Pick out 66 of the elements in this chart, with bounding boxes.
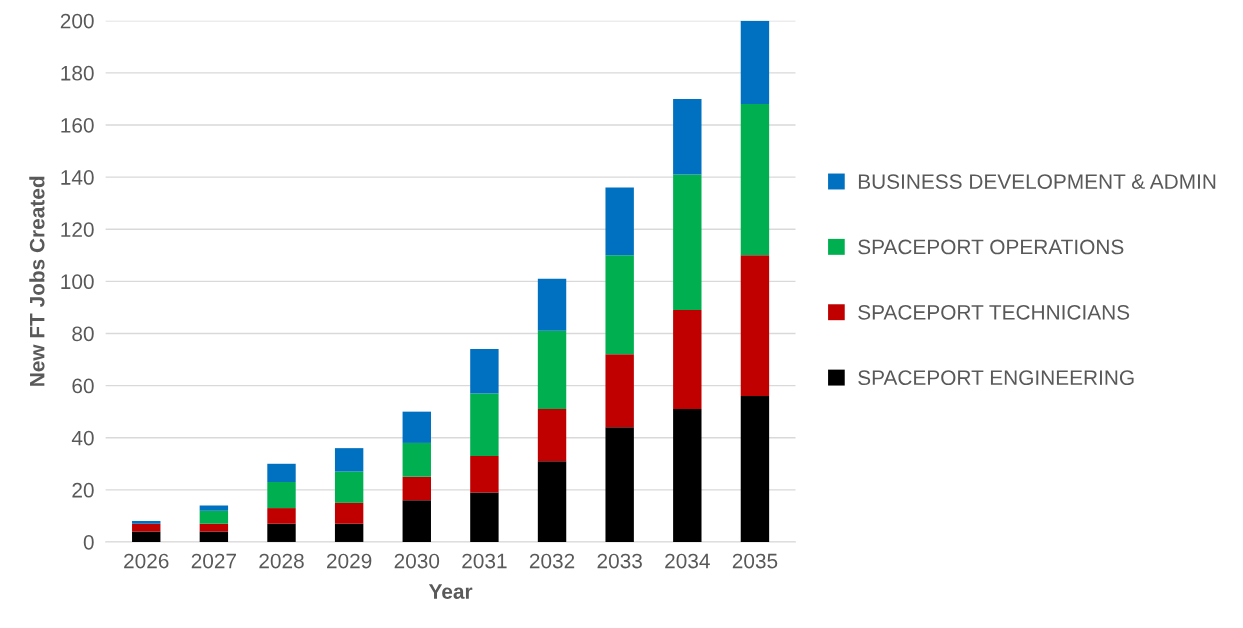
bar [740,396,770,542]
y-tick-label: 0 [83,534,94,550]
bar [402,442,431,477]
bar [673,174,702,311]
bar [470,455,499,493]
bar [537,278,567,331]
bar [605,255,634,355]
bar [267,523,296,542]
y-tick-label: 200 [60,13,94,29]
bar [673,310,702,410]
y-tick-label: 80 [72,326,94,342]
bar [402,476,431,501]
bar [267,482,296,509]
y-tick-label: 140 [61,170,94,185]
y-tick-label: 100 [61,274,94,290]
bar [132,523,161,532]
bar [605,187,634,256]
x-tick-label: 2029 [327,553,372,569]
x-tick-label: 2032 [529,553,575,569]
bar [470,393,499,456]
bar [334,502,364,524]
bar [132,531,161,542]
bar [199,531,229,542]
x-tick-label: 2027 [191,553,236,569]
y-tick-label: 160 [61,117,94,133]
x-tick-label: 2031 [462,553,507,569]
bar [470,492,499,542]
x-tick-label: 2028 [259,553,304,569]
x-tick-label: 2035 [732,553,778,569]
x-tick-label: 2033 [597,553,642,569]
bar [605,427,634,542]
bar [199,505,229,511]
x-axis-title: Year [428,584,473,599]
bar [334,471,364,503]
bar [334,448,364,472]
bar [199,510,229,524]
x-tick-label: 2034 [665,553,710,569]
bar [470,349,499,394]
y-tick-label: 180 [61,65,94,81]
y-tick-label: 120 [61,222,94,237]
bar [740,20,770,105]
legend-label: SPACEPORT OPERATIONS [858,239,1124,255]
bar [199,523,229,532]
legend-label: SPACEPORT TECHNICIANS [858,304,1130,320]
bar [267,463,296,483]
bar [334,523,364,542]
y-tick-label: 20 [72,482,94,498]
bar [673,98,702,175]
y-tick-label: 40 [71,430,94,446]
bar [537,330,567,410]
x-tick-label: 2030 [394,553,440,569]
bar [740,255,770,397]
bar [740,104,770,256]
y-axis-title: New FT Jobs Created [29,176,45,386]
x-tick-label: 2026 [124,553,169,569]
bar [605,354,634,428]
bar [537,409,567,462]
bar [267,508,296,524]
bar [537,461,567,542]
y-tick-label: 60 [72,378,94,394]
legend-label: SPACEPORT ENGINEERING [858,370,1134,386]
bar [402,411,431,443]
legend-label: BUSINESS DEVELOPMENT & ADMIN [858,174,1216,189]
bar [132,521,161,524]
bar [673,409,702,542]
bar [402,500,431,542]
